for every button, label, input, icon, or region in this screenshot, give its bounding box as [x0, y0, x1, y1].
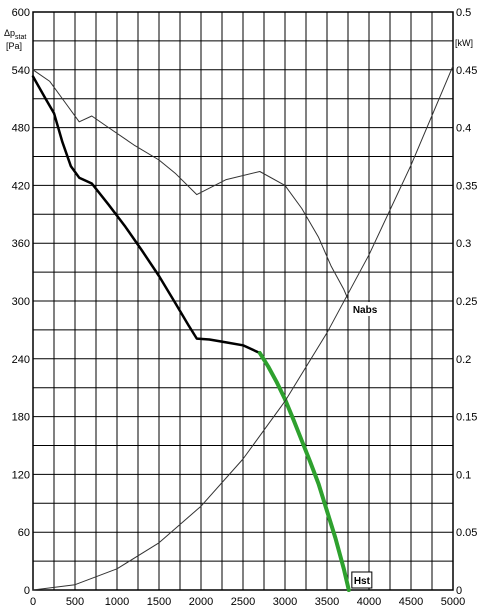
y-right-tick-label: 0.4 — [456, 123, 471, 135]
x-tick-label: 2000 — [189, 596, 213, 608]
power-curve — [32, 69, 350, 302]
curve-label-nabs: Nabs — [353, 305, 378, 316]
grid — [33, 12, 453, 590]
y-right-tick-labels: 0 0.05 0.1 0.15 0.2 0.25 0.3 0.35 0.4 0.45 0.5 — [456, 7, 477, 597]
y-left-tick-label: 480 — [12, 123, 30, 135]
y-right-tick-label: 0.25 — [456, 296, 477, 308]
curve-label-box — [351, 571, 373, 589]
series-lines — [31, 65, 454, 592]
y-right-tick-label: 0.1 — [456, 469, 471, 481]
x-tick-label: 3500 — [315, 596, 339, 608]
x-tick-label: 1000 — [105, 596, 129, 608]
x-tick-labels: 0 500 1000 1500 2000 2500 3000 3500 4000 4500 5000 — [30, 596, 465, 608]
y-right-tick-label: 0.05 — [456, 527, 477, 539]
x-tick-label: 0 — [30, 596, 36, 608]
y-right-tick-label: 0.45 — [456, 65, 477, 77]
y-left-tick-label: 0 — [24, 585, 30, 597]
y-left-tick-label: 240 — [12, 354, 30, 366]
y-right-tick-label: 0.5 — [456, 7, 471, 19]
y-left-tick-label: 540 — [12, 65, 30, 77]
y-left-axis-label: Δpstat — [4, 28, 26, 41]
x-tick-label: 4500 — [399, 596, 423, 608]
system-curve — [32, 65, 454, 591]
x-tick-label: 1500 — [147, 596, 171, 608]
y-left-tick-label: 60 — [18, 527, 30, 539]
plot-border — [32, 11, 454, 591]
x-tick-label: 4000 — [357, 596, 381, 608]
y-right-tick-label: 0 — [456, 585, 462, 597]
x-tick-label: 2500 — [231, 596, 255, 608]
y-right-unit-label: [kW] — [455, 38, 473, 48]
y-left-unit-label: [Pa] — [6, 41, 22, 51]
operating-range — [257, 351, 351, 592]
y-left-tick-label: 120 — [12, 469, 30, 481]
y-left-tick-label: 600 — [12, 7, 30, 19]
y-left-tick-label: 180 — [12, 412, 30, 424]
y-left-tick-label: 300 — [12, 296, 30, 308]
x-tick-label: 500 — [66, 596, 84, 608]
x-tick-label: 5000 — [441, 596, 465, 608]
curve-label-hst: Hst — [354, 576, 371, 587]
y-right-tick-label: 0.15 — [456, 412, 477, 424]
y-right-tick-label: 0.2 — [456, 354, 471, 366]
y-left-tick-label: 420 — [12, 180, 30, 192]
y-right-tick-label: 0.3 — [456, 238, 471, 250]
y-right-tick-label: 0.35 — [456, 180, 477, 192]
pressure-curve — [31, 75, 262, 355]
y-left-tick-label: 360 — [12, 238, 30, 250]
curve-labels: Hst Nabs — [350, 302, 378, 589]
plot-frame — [32, 11, 454, 591]
curve-label-bg — [350, 302, 378, 316]
y-left-tick-labels: 0 60 120 180 240 300 360 420 480 540 600 — [12, 7, 30, 597]
x-tick-label: 3000 — [273, 596, 297, 608]
